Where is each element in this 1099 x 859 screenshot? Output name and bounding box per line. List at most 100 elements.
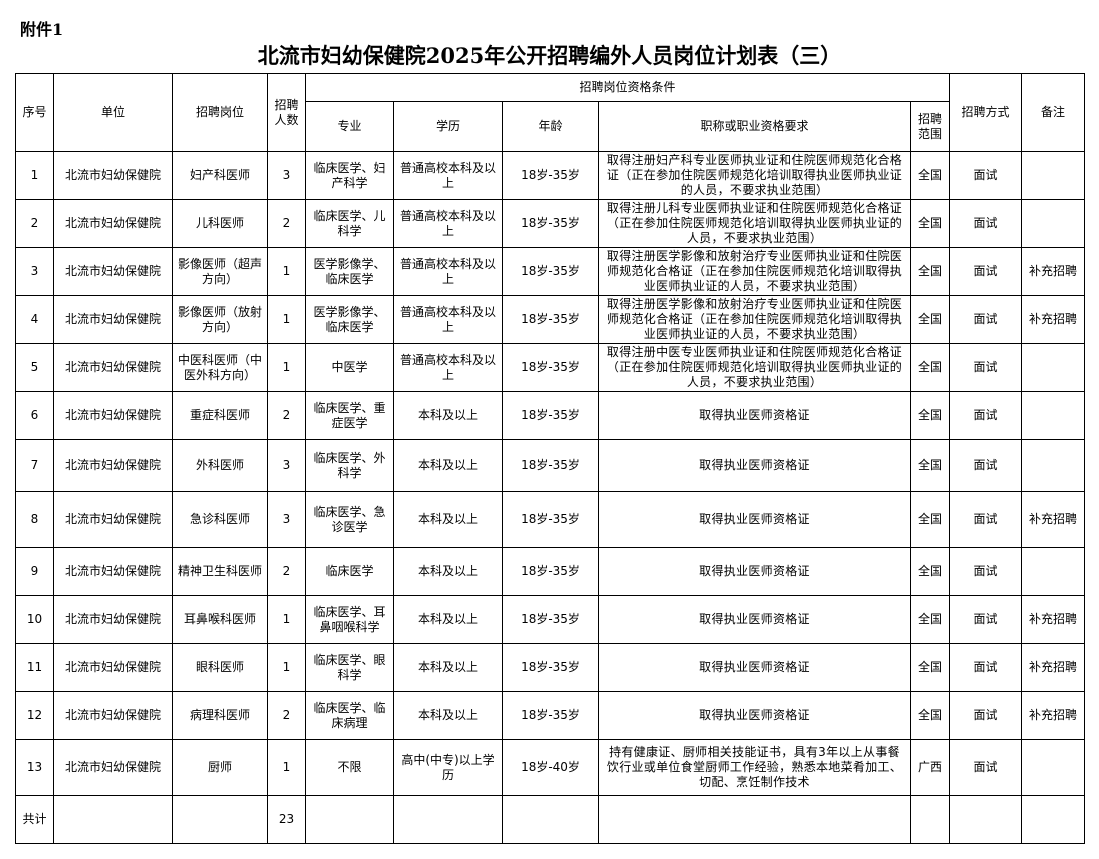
- cell-scope: 全国: [909, 547, 951, 596]
- header-remark: 备注: [1021, 73, 1086, 152]
- cell-remark: 补充招聘: [1021, 247, 1086, 296]
- cell-age: 18岁-35岁: [502, 199, 599, 248]
- cell-position: 病理科医师: [172, 691, 268, 740]
- cell-unit: 北流市妇幼保健院: [53, 739, 173, 796]
- cell-education: 本科及以上: [393, 547, 503, 596]
- cell-scope: 全国: [909, 643, 951, 692]
- cell-major: 中医学: [305, 343, 394, 392]
- table-row: 8 北流市妇幼保健院 急诊科医师 3 临床医学、急诊医学 本科及以上 18岁-35岁 取得执业…: [15, 491, 1086, 548]
- cell-education: 普通高校本科及以上: [393, 247, 503, 296]
- cell-age: 18岁-35岁: [502, 295, 599, 344]
- cell-unit: 北流市妇幼保健院: [53, 343, 173, 392]
- cell-method: 面试: [949, 691, 1023, 740]
- cell-major: 医学影像学、临床医学: [305, 247, 394, 296]
- cell-no: 4: [15, 295, 54, 344]
- cell-count: 2: [267, 199, 306, 248]
- table-row: 12 北流市妇幼保健院 病理科医师 2 临床医学、临床病理 本科及以上 18岁-35岁 取得执…: [15, 691, 1086, 740]
- total-empty-cell: [598, 795, 911, 844]
- cell-age: 18岁-35岁: [502, 343, 599, 392]
- total-empty-cell: [172, 795, 268, 844]
- header-scope: 招聘范围: [909, 101, 951, 152]
- cell-no: 9: [15, 547, 54, 596]
- cell-remark: [1021, 199, 1086, 248]
- cell-requirement: 取得执业医师资格证: [598, 643, 911, 692]
- cell-remark: 补充招聘: [1021, 595, 1086, 644]
- cell-remark: [1021, 151, 1086, 200]
- header-unit: 单位: [53, 73, 173, 152]
- cell-remark: 补充招聘: [1021, 491, 1086, 548]
- table-row: 13 北流市妇幼保健院 厨师 1 不限 高中(中专)以上学历 18岁-40岁 持有健康证、厨师…: [15, 739, 1086, 796]
- cell-count: 2: [267, 691, 306, 740]
- cell-method: 面试: [949, 643, 1023, 692]
- total-count: 23: [267, 795, 306, 844]
- cell-age: 18岁-40岁: [502, 739, 599, 796]
- cell-count: 1: [267, 247, 306, 296]
- total-empty-cell: [1021, 795, 1086, 844]
- cell-no: 11: [15, 643, 54, 692]
- cell-requirement: 取得执业医师资格证: [598, 391, 911, 440]
- cell-major: 临床医学、外科学: [305, 439, 394, 492]
- cell-education: 本科及以上: [393, 391, 503, 440]
- cell-scope: 全国: [909, 247, 951, 296]
- cell-requirement: 取得注册妇产科专业医师执业证和住院医师规范化合格证（正在参加住院医师规范化培训取…: [598, 151, 911, 200]
- cell-no: 3: [15, 247, 54, 296]
- cell-position: 中医科医师（中医外科方向）: [172, 343, 268, 392]
- cell-position: 影像医师（超声方向）: [172, 247, 268, 296]
- table-row: 3 北流市妇幼保健院 影像医师（超声方向） 1 医学影像学、临床医学 普通高校本科及以上 1…: [15, 247, 1086, 296]
- cell-count: 2: [267, 547, 306, 596]
- cell-scope: 全国: [909, 199, 951, 248]
- cell-requirement: 取得执业医师资格证: [598, 547, 911, 596]
- cell-requirement: 取得执业医师资格证: [598, 595, 911, 644]
- cell-unit: 北流市妇幼保健院: [53, 247, 173, 296]
- cell-age: 18岁-35岁: [502, 691, 599, 740]
- cell-requirement: 持有健康证、厨师相关技能证书，具有3年以上从事餐饮行业或单位食堂厨师工作经验，熟…: [598, 739, 911, 796]
- header-position: 招聘岗位: [172, 73, 268, 152]
- cell-no: 10: [15, 595, 54, 644]
- table-row: 7 北流市妇幼保健院 外科医师 3 临床医学、外科学 本科及以上 18岁-35岁 取得执业医师…: [15, 439, 1086, 492]
- total-empty-cell: [305, 795, 394, 844]
- cell-remark: 补充招聘: [1021, 691, 1086, 740]
- cell-position: 精神卫生科医师: [172, 547, 268, 596]
- cell-no: 13: [15, 739, 54, 796]
- cell-scope: 全国: [909, 295, 951, 344]
- header-education: 学历: [393, 101, 503, 152]
- cell-count: 1: [267, 343, 306, 392]
- cell-position: 厨师: [172, 739, 268, 796]
- cell-major: 临床医学、妇产科学: [305, 151, 394, 200]
- cell-major: 不限: [305, 739, 394, 796]
- cell-requirement: 取得执业医师资格证: [598, 691, 911, 740]
- cell-count: 3: [267, 491, 306, 548]
- cell-count: 1: [267, 295, 306, 344]
- cell-unit: 北流市妇幼保健院: [53, 595, 173, 644]
- cell-education: 高中(中专)以上学历: [393, 739, 503, 796]
- total-empty-cell: [909, 795, 951, 844]
- cell-education: 本科及以上: [393, 691, 503, 740]
- cell-method: 面试: [949, 343, 1023, 392]
- cell-requirement: 取得执业医师资格证: [598, 439, 911, 492]
- header-requirement: 职称或职业资格要求: [598, 101, 911, 152]
- cell-method: 面试: [949, 391, 1023, 440]
- cell-requirement: 取得执业医师资格证: [598, 491, 911, 548]
- total-empty-cell: [949, 795, 1023, 844]
- cell-position: 重症科医师: [172, 391, 268, 440]
- cell-remark: [1021, 547, 1086, 596]
- attachment-label: 附件1: [20, 20, 64, 39]
- cell-unit: 北流市妇幼保健院: [53, 691, 173, 740]
- cell-scope: 广西: [909, 739, 951, 796]
- cell-unit: 北流市妇幼保健院: [53, 199, 173, 248]
- cell-requirement: 取得注册儿科专业医师执业证和住院医师规范化合格证（正在参加住院医师规范化培训取得…: [598, 199, 911, 248]
- cell-remark: 补充招聘: [1021, 295, 1086, 344]
- cell-scope: 全国: [909, 595, 951, 644]
- cell-age: 18岁-35岁: [502, 151, 599, 200]
- cell-no: 12: [15, 691, 54, 740]
- cell-count: 2: [267, 391, 306, 440]
- cell-major: 临床医学: [305, 547, 394, 596]
- header-major: 专业: [305, 101, 394, 152]
- cell-unit: 北流市妇幼保健院: [53, 295, 173, 344]
- cell-method: 面试: [949, 547, 1023, 596]
- cell-major: 医学影像学、临床医学: [305, 295, 394, 344]
- cell-scope: 全国: [909, 491, 951, 548]
- cell-age: 18岁-35岁: [502, 643, 599, 692]
- cell-requirement: 取得注册医学影像和放射治疗专业医师执业证和住院医师规范化合格证（正在参加住院医师…: [598, 295, 911, 344]
- cell-education: 普通高校本科及以上: [393, 295, 503, 344]
